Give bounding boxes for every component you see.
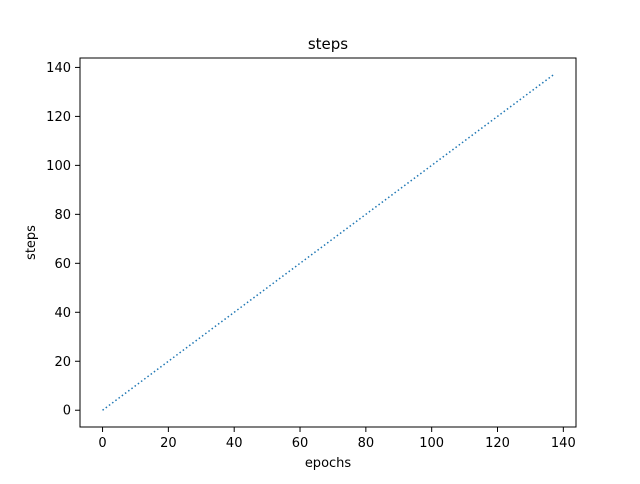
y-axis-label: steps (24, 225, 39, 260)
y-tick-label: 120 (46, 110, 71, 125)
x-tick-label: 60 (292, 436, 309, 451)
chart-title: steps (308, 35, 348, 53)
y-tick-label: 0 (63, 404, 71, 419)
y-tick-label: 20 (54, 355, 71, 370)
y-tick-label: 40 (54, 306, 71, 321)
x-tick-label: 0 (98, 436, 106, 451)
series-layer (102, 74, 554, 411)
x-axis: 0 20 40 60 80 100 120 140 (98, 427, 576, 451)
x-tick-label: 140 (551, 436, 576, 451)
plot-area (79, 57, 577, 428)
x-tick-label: 40 (226, 436, 243, 451)
y-axis: 0 20 40 60 80 100 120 140 (46, 61, 80, 419)
y-tick-label: 60 (54, 257, 71, 272)
x-tick-label: 80 (358, 436, 375, 451)
x-tick-label: 20 (160, 436, 177, 451)
plot-frame (79, 57, 577, 428)
y-tick-label: 80 (54, 208, 71, 223)
x-axis-label: epochs (305, 456, 352, 471)
y-tick-label: 100 (46, 159, 71, 174)
y-tick-label: 140 (46, 61, 71, 76)
x-tick-label: 120 (485, 436, 510, 451)
x-tick-label: 100 (419, 436, 444, 451)
series-line (102, 74, 554, 411)
